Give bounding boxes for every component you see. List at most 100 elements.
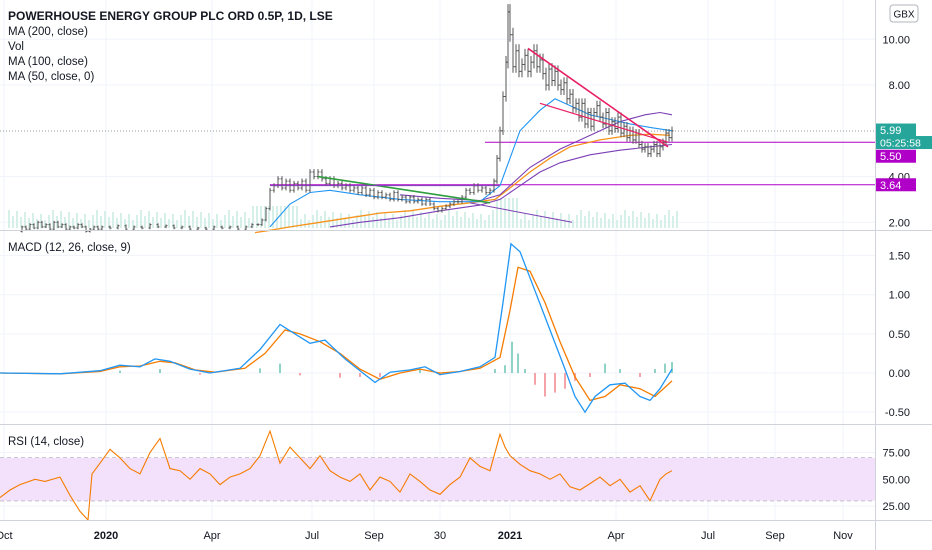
macd-histogram-bar xyxy=(604,363,606,374)
price-pane xyxy=(0,0,875,230)
y-tick-label-price: 2.00 xyxy=(889,217,910,229)
volume-bar xyxy=(96,210,98,228)
macd-histogram-bar xyxy=(119,370,121,374)
volume-bar xyxy=(144,216,146,228)
volume-bar xyxy=(268,206,270,228)
volume-bar xyxy=(604,213,606,228)
volume-bar xyxy=(16,211,18,228)
study-ma200[interactable]: MA (200, close) xyxy=(8,26,88,38)
volume-bar xyxy=(420,212,422,228)
trendline-purple[interactable] xyxy=(469,202,573,223)
rsi-legend[interactable]: RSI (14, close) xyxy=(8,436,84,448)
volume-bar xyxy=(276,206,278,228)
volume-bar xyxy=(28,218,30,228)
volume-bar xyxy=(444,215,446,228)
volume-bar xyxy=(412,211,414,228)
volume-bar xyxy=(348,214,350,228)
macd-histogram-bar xyxy=(511,341,513,374)
volume-bar xyxy=(404,210,406,228)
volume-bar xyxy=(516,198,518,228)
macd-histogram-bar xyxy=(494,369,496,374)
volume-bar xyxy=(608,219,610,228)
volume-bar xyxy=(380,218,382,228)
volume-bar xyxy=(36,219,38,228)
volume-bar xyxy=(88,220,90,228)
volume-bar xyxy=(60,211,62,228)
volume-bar xyxy=(136,215,138,228)
macd-histogram-bar xyxy=(379,373,381,377)
x-tick-label: Jul xyxy=(305,530,319,542)
study-ma50[interactable]: MA (50, close, 0) xyxy=(8,71,94,83)
volume-bar xyxy=(440,220,442,228)
volume-bar xyxy=(44,220,46,228)
y-tick-label-rsi: 75.00 xyxy=(882,448,910,460)
y-tick-label-price: 10.00 xyxy=(882,34,910,46)
volume-bars xyxy=(8,198,678,228)
volume-bar xyxy=(244,212,246,228)
volume-bar xyxy=(592,217,594,228)
volume-bar xyxy=(32,213,34,228)
y-tick-label-macd: 1.00 xyxy=(889,290,910,302)
volume-bar xyxy=(424,218,426,228)
countdown-badge-text: 05:25:58 xyxy=(880,138,921,150)
volume-bar xyxy=(224,215,226,228)
study-ma100[interactable]: MA (100, close) xyxy=(8,56,88,68)
volume-bar xyxy=(196,217,198,228)
macd-histogram-bar xyxy=(359,373,361,377)
volume-bar xyxy=(416,217,418,228)
volume-bar xyxy=(564,219,566,228)
volume-bar xyxy=(20,217,22,228)
trendline-descending[interactable] xyxy=(527,47,669,148)
volume-bar xyxy=(68,212,70,228)
volume-bar xyxy=(128,214,130,228)
volume-bar xyxy=(304,214,306,228)
volume-bar xyxy=(140,210,142,228)
volume-bar xyxy=(180,215,182,228)
volume-bar xyxy=(76,213,78,228)
lower-support-badge-text: 3.64 xyxy=(880,180,901,192)
volume-bar xyxy=(324,211,326,228)
macd-pane xyxy=(0,231,875,424)
volume-bar xyxy=(208,213,210,228)
volume-bar xyxy=(520,219,522,228)
trendline-green[interactable] xyxy=(317,175,491,204)
volume-bar xyxy=(124,219,126,228)
volume-bar xyxy=(644,218,646,228)
volume-bar xyxy=(652,219,654,228)
volume-bar xyxy=(500,198,502,228)
currency-button[interactable] xyxy=(889,4,919,23)
macd-histogram-bar xyxy=(299,373,301,376)
y-tick-label-macd: 0.00 xyxy=(889,368,910,380)
volume-bar xyxy=(240,217,242,228)
volume-bar xyxy=(40,214,42,228)
x-tick-label: Nov xyxy=(833,530,853,542)
volume-bar xyxy=(504,198,506,228)
volume-bar xyxy=(264,206,266,228)
volume-bar xyxy=(368,211,370,228)
volume-bar xyxy=(624,210,626,228)
volume-bar xyxy=(408,216,410,228)
currency-label: GBX xyxy=(893,10,914,21)
trendline-descending-inner[interactable] xyxy=(539,102,669,143)
volume-bar xyxy=(172,214,174,228)
volume-bar xyxy=(100,216,102,228)
y-tick-label-macd: 0.50 xyxy=(889,329,910,341)
macd-histogram-bar xyxy=(639,373,641,377)
volume-bar xyxy=(668,210,670,228)
x-tick-label: Oct xyxy=(0,530,13,542)
volume-bar xyxy=(488,215,490,228)
x-tick-label: 30 xyxy=(434,530,446,542)
volume-bar xyxy=(628,216,630,228)
volume-bar xyxy=(556,218,558,228)
volume-bar xyxy=(188,216,190,228)
volume-bar xyxy=(540,216,542,228)
macd-histogram-bar xyxy=(419,369,421,374)
volume-bar xyxy=(648,213,650,228)
study-vol[interactable]: Vol xyxy=(8,41,24,53)
volume-bar xyxy=(152,217,154,228)
volume-bar xyxy=(292,206,294,228)
macd-legend[interactable]: MACD (12, 26, close, 9) xyxy=(8,242,131,254)
volume-bar xyxy=(660,220,662,228)
x-tick-label: 2020 xyxy=(94,530,118,542)
